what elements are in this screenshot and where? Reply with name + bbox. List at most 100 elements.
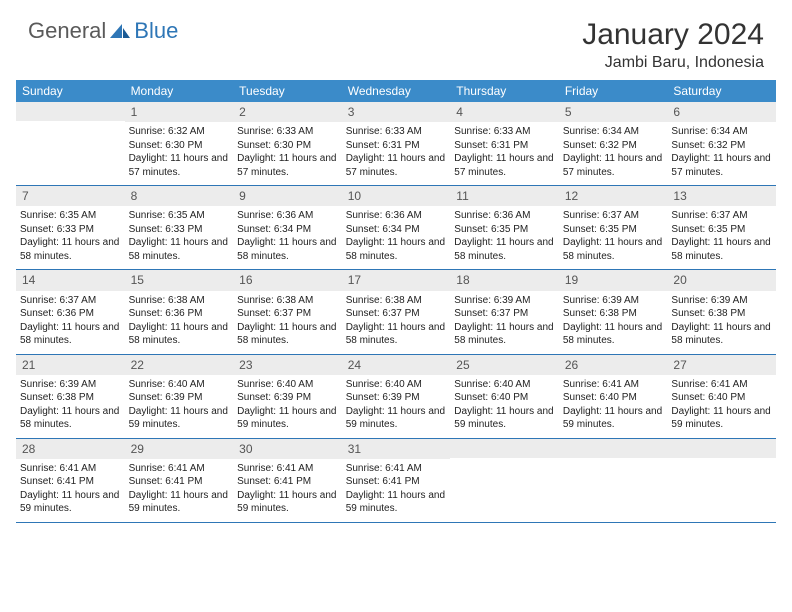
- sunset-text: Sunset: 6:41 PM: [237, 475, 338, 489]
- sunrise-text: Sunrise: 6:38 AM: [346, 294, 447, 308]
- day-cell: 6Sunrise: 6:34 AMSunset: 6:32 PMDaylight…: [667, 102, 776, 185]
- logo-text-blue: Blue: [134, 18, 178, 44]
- day-number: 29: [125, 439, 234, 459]
- daylight-text: Daylight: 11 hours and 58 minutes.: [454, 236, 555, 263]
- sunrise-text: Sunrise: 6:34 AM: [671, 125, 772, 139]
- daylight-text: Daylight: 11 hours and 59 minutes.: [237, 405, 338, 432]
- day-number: 21: [16, 355, 125, 375]
- sunrise-text: Sunrise: 6:38 AM: [129, 294, 230, 308]
- sunrise-text: Sunrise: 6:38 AM: [237, 294, 338, 308]
- day-cell: 1Sunrise: 6:32 AMSunset: 6:30 PMDaylight…: [125, 102, 234, 185]
- weekday-label: Friday: [559, 80, 668, 102]
- sunrise-text: Sunrise: 6:39 AM: [563, 294, 664, 308]
- sunset-text: Sunset: 6:36 PM: [129, 307, 230, 321]
- daylight-text: Daylight: 11 hours and 59 minutes.: [20, 489, 121, 516]
- week-row: 14Sunrise: 6:37 AMSunset: 6:36 PMDayligh…: [16, 270, 776, 354]
- day-cell: 4Sunrise: 6:33 AMSunset: 6:31 PMDaylight…: [450, 102, 559, 185]
- day-number: 3: [342, 102, 451, 122]
- sunset-text: Sunset: 6:35 PM: [563, 223, 664, 237]
- daylight-text: Daylight: 11 hours and 59 minutes.: [346, 489, 447, 516]
- sunset-text: Sunset: 6:31 PM: [346, 139, 447, 153]
- sunrise-text: Sunrise: 6:39 AM: [454, 294, 555, 308]
- day-cell: 13Sunrise: 6:37 AMSunset: 6:35 PMDayligh…: [667, 186, 776, 269]
- sunset-text: Sunset: 6:41 PM: [129, 475, 230, 489]
- sunrise-text: Sunrise: 6:37 AM: [563, 209, 664, 223]
- daylight-text: Daylight: 11 hours and 58 minutes.: [237, 321, 338, 348]
- day-number: 14: [16, 270, 125, 290]
- sunrise-text: Sunrise: 6:37 AM: [671, 209, 772, 223]
- day-cell: 28Sunrise: 6:41 AMSunset: 6:41 PMDayligh…: [16, 439, 125, 522]
- daylight-text: Daylight: 11 hours and 59 minutes.: [563, 405, 664, 432]
- sunset-text: Sunset: 6:33 PM: [129, 223, 230, 237]
- day-cell: 30 Sunrise: 6:41 AMSunset: 6:41 PMDayligh…: [233, 439, 342, 522]
- sunrise-text: Sunrise: 6:39 AM: [20, 378, 121, 392]
- day-number: 8: [125, 186, 234, 206]
- sunrise-text: Sunrise: 6:35 AM: [129, 209, 230, 223]
- day-number: 20: [667, 270, 776, 290]
- day-number: [559, 439, 668, 458]
- daylight-text: Daylight: 11 hours and 58 minutes.: [346, 236, 447, 263]
- sunset-text: Sunset: 6:37 PM: [346, 307, 447, 321]
- day-number: [16, 102, 125, 121]
- sunrise-text: Sunrise: 6:36 AM: [346, 209, 447, 223]
- daylight-text: Daylight: 11 hours and 58 minutes.: [671, 321, 772, 348]
- weekday-label: Saturday: [667, 80, 776, 102]
- sunrise-text: Sunrise: 6:41 AM: [129, 462, 230, 476]
- day-cell: [559, 439, 668, 522]
- day-cell: 11Sunrise: 6:36 AMSunset: 6:35 PMDayligh…: [450, 186, 559, 269]
- day-number: [667, 439, 776, 458]
- day-number: [450, 439, 559, 458]
- week-row: 28Sunrise: 6:41 AMSunset: 6:41 PMDayligh…: [16, 439, 776, 523]
- daylight-text: Daylight: 11 hours and 57 minutes.: [671, 152, 772, 179]
- day-cell: 19Sunrise: 6:39 AMSunset: 6:38 PMDayligh…: [559, 270, 668, 353]
- title-block: January 2024 Jambi Baru, Indonesia: [582, 18, 764, 72]
- week-row: 1Sunrise: 6:32 AMSunset: 6:30 PMDaylight…: [16, 102, 776, 186]
- sunset-text: Sunset: 6:41 PM: [20, 475, 121, 489]
- sunset-text: Sunset: 6:39 PM: [346, 391, 447, 405]
- day-cell: 24Sunrise: 6:40 AMSunset: 6:39 PMDayligh…: [342, 355, 451, 438]
- sunrise-text: Sunrise: 6:32 AM: [129, 125, 230, 139]
- day-cell: 16Sunrise: 6:38 AMSunset: 6:37 PMDayligh…: [233, 270, 342, 353]
- daylight-text: Daylight: 11 hours and 59 minutes.: [454, 405, 555, 432]
- day-cell: 26Sunrise: 6:41 AMSunset: 6:40 PMDayligh…: [559, 355, 668, 438]
- day-cell: 18Sunrise: 6:39 AMSunset: 6:37 PMDayligh…: [450, 270, 559, 353]
- day-cell: [450, 439, 559, 522]
- day-cell: [16, 102, 125, 185]
- day-number: 19: [559, 270, 668, 290]
- daylight-text: Daylight: 11 hours and 59 minutes.: [237, 489, 338, 516]
- logo-sail-icon: [108, 22, 132, 40]
- sunrise-text: Sunrise: 6:33 AM: [346, 125, 447, 139]
- sunset-text: Sunset: 6:38 PM: [671, 307, 772, 321]
- sunset-text: Sunset: 6:34 PM: [237, 223, 338, 237]
- sunrise-text: Sunrise: 6:36 AM: [237, 209, 338, 223]
- sunrise-text: Sunrise: 6:41 AM: [237, 462, 338, 476]
- calendar: SundayMondayTuesdayWednesdayThursdayFrid…: [16, 80, 776, 523]
- day-number: 10: [342, 186, 451, 206]
- day-cell: 5Sunrise: 6:34 AMSunset: 6:32 PMDaylight…: [559, 102, 668, 185]
- daylight-text: Daylight: 11 hours and 57 minutes.: [237, 152, 338, 179]
- day-number: 27: [667, 355, 776, 375]
- sunset-text: Sunset: 6:30 PM: [129, 139, 230, 153]
- day-cell: 14Sunrise: 6:37 AMSunset: 6:36 PMDayligh…: [16, 270, 125, 353]
- sunset-text: Sunset: 6:36 PM: [20, 307, 121, 321]
- sunset-text: Sunset: 6:30 PM: [237, 139, 338, 153]
- day-number: 28: [16, 439, 125, 459]
- day-number: 1: [125, 102, 234, 122]
- month-title: January 2024: [582, 18, 764, 52]
- day-cell: 22Sunrise: 6:40 AMSunset: 6:39 PMDayligh…: [125, 355, 234, 438]
- daylight-text: Daylight: 11 hours and 58 minutes.: [20, 405, 121, 432]
- daylight-text: Daylight: 11 hours and 59 minutes.: [346, 405, 447, 432]
- day-number: 5: [559, 102, 668, 122]
- day-cell: 21Sunrise: 6:39 AMSunset: 6:38 PMDayligh…: [16, 355, 125, 438]
- sunrise-text: Sunrise: 6:39 AM: [671, 294, 772, 308]
- day-cell: 23Sunrise: 6:40 AMSunset: 6:39 PMDayligh…: [233, 355, 342, 438]
- day-cell: 25Sunrise: 6:40 AMSunset: 6:40 PMDayligh…: [450, 355, 559, 438]
- day-cell: 8Sunrise: 6:35 AMSunset: 6:33 PMDaylight…: [125, 186, 234, 269]
- sunrise-text: Sunrise: 6:40 AM: [454, 378, 555, 392]
- day-number: 30: [233, 439, 342, 459]
- daylight-text: Daylight: 11 hours and 59 minutes.: [129, 489, 230, 516]
- weekday-header: SundayMondayTuesdayWednesdayThursdayFrid…: [16, 80, 776, 102]
- day-number: 7: [16, 186, 125, 206]
- day-number: 31: [342, 439, 451, 459]
- sunrise-text: Sunrise: 6:41 AM: [671, 378, 772, 392]
